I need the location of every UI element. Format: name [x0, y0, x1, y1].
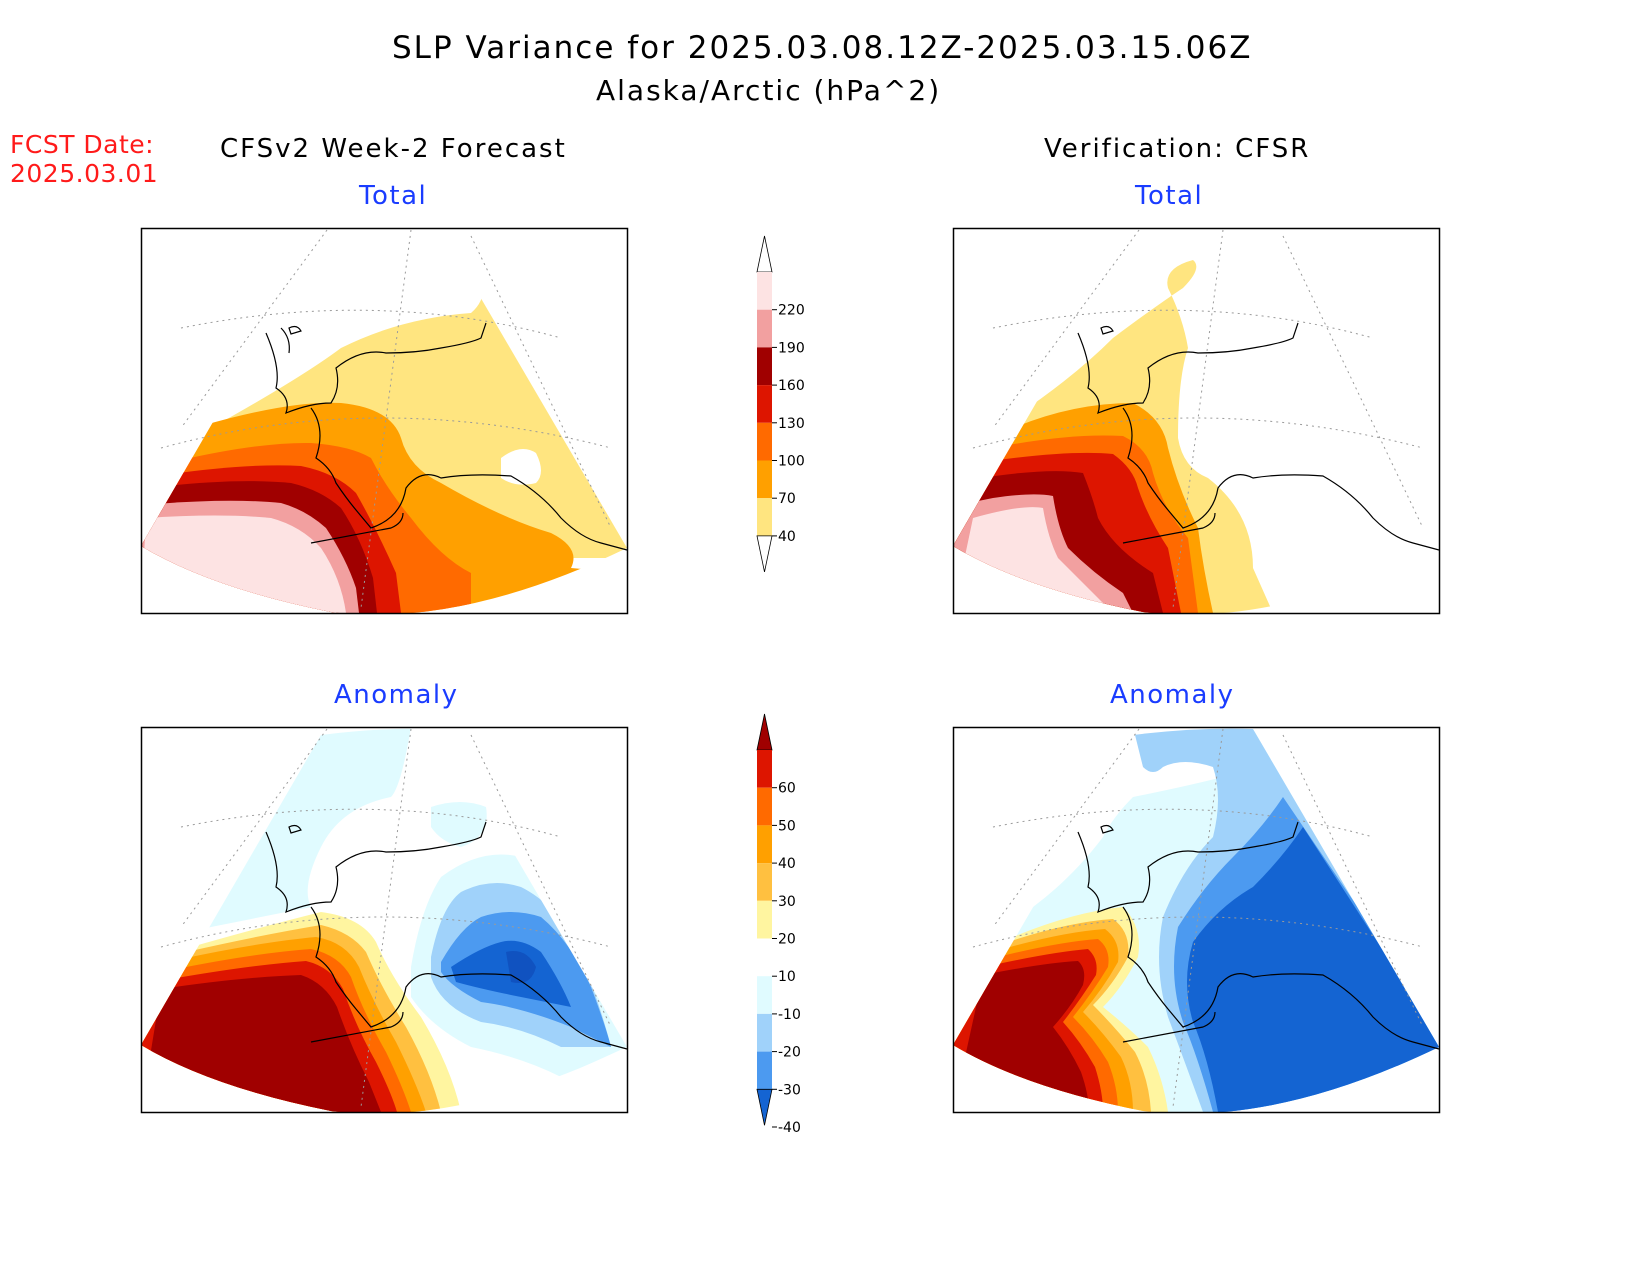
colorbar-label: 160 — [778, 378, 805, 394]
colorbar-label: 190 — [778, 340, 805, 356]
colorbar-segment — [757, 750, 772, 788]
colorbar-segment — [757, 825, 772, 864]
panel-title-forecast-anomaly: Anomaly — [334, 680, 459, 710]
colorbar-label: 40 — [778, 856, 796, 872]
colorbar-segment — [757, 347, 772, 386]
fcst-date-value: 2025.03.01 — [10, 159, 159, 188]
colorbar-label: -20 — [778, 1045, 801, 1061]
colorbar-label: -40 — [778, 1120, 801, 1136]
colorbar-label: -10 — [778, 1007, 801, 1023]
colorbar-label: 220 — [778, 303, 805, 319]
colorbar-label: 60 — [778, 781, 796, 797]
colorbar-label: 40 — [778, 529, 796, 545]
panel-title-verification-anomaly: Anomaly — [1110, 680, 1235, 710]
right-column-title: Verification: CFSR — [1044, 134, 1311, 164]
panel-title-verification-total: Total — [1135, 181, 1204, 211]
colorbar-top-tip — [756, 235, 773, 273]
map-verification-anomaly — [952, 726, 1441, 1114]
colorbar-label: 70 — [778, 491, 796, 507]
page-title: SLP Variance for 2025.03.08.12Z-2025.03.… — [392, 30, 1253, 66]
colorbar-segment — [757, 460, 772, 499]
colorbar-label: 30 — [778, 894, 796, 910]
panel-title-forecast-total: Total — [359, 181, 428, 211]
colorbar-bottom-tip — [756, 535, 773, 572]
colorbar-total: 220 190 160 130 100 70 40 — [756, 235, 805, 572]
colorbar-label: 20 — [778, 932, 796, 948]
colorbar-segment — [757, 976, 772, 1014]
colorbar-segment — [757, 272, 772, 310]
colorbar-segment — [757, 863, 772, 901]
colorbar-segment — [757, 787, 772, 826]
left-column-title: CFSv2 Week-2 Forecast — [220, 134, 567, 164]
fcst-date-label: FCST Date: — [10, 130, 155, 159]
colorbar-label: 10 — [778, 969, 796, 985]
colorbar-label: 50 — [778, 818, 796, 834]
colorbar-bottom-tip — [756, 1088, 773, 1126]
colorbar-segment — [757, 385, 772, 423]
colorbar-segment — [757, 1051, 772, 1090]
colorbar-segment — [757, 309, 772, 348]
colorbar-label: -30 — [778, 1082, 801, 1098]
colorbar-segment — [757, 1013, 772, 1052]
colorbar-segment — [757, 498, 772, 536]
colorbar-anomaly: 60 50 40 30 20 10 -10 -20 -30 -40 — [756, 713, 801, 1136]
colorbar-segment — [757, 900, 772, 939]
colorbar-segment — [757, 938, 772, 977]
colorbar-label: 130 — [778, 416, 805, 432]
colorbar-top-tip — [756, 713, 773, 751]
colorbar-label: 100 — [778, 454, 805, 470]
map-forecast-anomaly — [140, 726, 629, 1114]
colorbar-segment — [757, 422, 772, 461]
page-subtitle: Alaska/Arctic (hPa^2) — [596, 74, 942, 107]
map-verification-total — [952, 227, 1441, 615]
map-forecast-total — [140, 227, 629, 615]
